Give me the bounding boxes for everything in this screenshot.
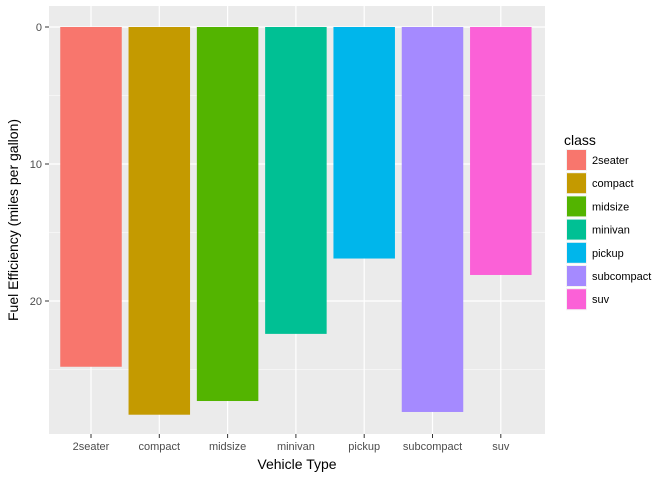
- legend-swatch-suv: [567, 289, 586, 310]
- y-tick-label: 10: [30, 159, 42, 171]
- x-tick-label: compact: [139, 441, 181, 453]
- x-axis-title: Vehicle Type: [257, 456, 336, 472]
- legend-title: class: [564, 132, 596, 148]
- legend-label-2seater: 2seater: [592, 155, 629, 167]
- x-tick-label: subcompact: [403, 441, 462, 453]
- legend-label-compact: compact: [592, 178, 634, 190]
- legend-swatch-2seater: [567, 150, 586, 170]
- y-tick-label: 0: [36, 22, 42, 34]
- legend-label-midsize: midsize: [592, 201, 629, 213]
- y-axis-title: Fuel Efficiency (miles per gallon): [5, 119, 21, 321]
- legend-swatch-pickup: [567, 242, 586, 263]
- bar-midsize: [196, 27, 259, 402]
- legend-label-suv: suv: [592, 294, 610, 306]
- x-tick-label: 2seater: [73, 441, 110, 453]
- bar-2seater: [60, 27, 122, 367]
- y-tick-label: 20: [30, 296, 42, 308]
- legend-label-pickup: pickup: [592, 248, 624, 260]
- x-tick-label: midsize: [209, 441, 246, 453]
- legend: class 2seater compact midsize minivan pickup…: [564, 132, 651, 311]
- bar-suv: [470, 27, 532, 275]
- bar-subcompact: [401, 27, 464, 412]
- x-tick-label: pickup: [348, 441, 380, 453]
- legend-label-minivan: minivan: [592, 225, 630, 237]
- bar-compact: [128, 27, 191, 415]
- legend-swatch-minivan: [567, 219, 586, 240]
- bar-minivan: [265, 27, 327, 334]
- x-tick-label: suv: [492, 441, 510, 453]
- legend-swatch-compact: [567, 173, 586, 194]
- x-axis-ticks: 2seater compact midsize minivan pickup subcom…: [73, 434, 510, 453]
- legend-swatch-subcompact: [567, 266, 586, 286]
- bar-pickup: [333, 27, 395, 259]
- legend-label-subcompact: subcompact: [592, 271, 651, 283]
- y-axis-ticks: 0 10 20: [30, 22, 49, 308]
- legend-swatch-midsize: [567, 196, 586, 217]
- bars: [60, 27, 532, 415]
- x-tick-label: minivan: [277, 441, 315, 453]
